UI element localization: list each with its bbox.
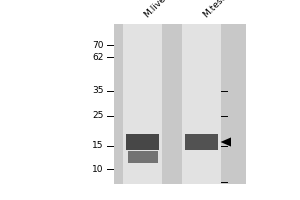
Polygon shape	[220, 137, 231, 147]
Bar	[128, 151, 158, 163]
Bar	[123, 24, 162, 184]
Text: 62: 62	[92, 52, 103, 62]
Bar	[126, 134, 159, 150]
Bar	[114, 24, 246, 184]
Bar	[182, 24, 220, 184]
Text: 10: 10	[92, 164, 103, 173]
Bar	[184, 134, 218, 150]
Text: M.testis: M.testis	[201, 0, 232, 19]
Text: 70: 70	[92, 40, 103, 49]
Text: 35: 35	[92, 86, 103, 95]
Text: 25: 25	[92, 112, 103, 120]
Text: 15: 15	[92, 142, 103, 150]
Text: M.liver: M.liver	[142, 0, 170, 19]
